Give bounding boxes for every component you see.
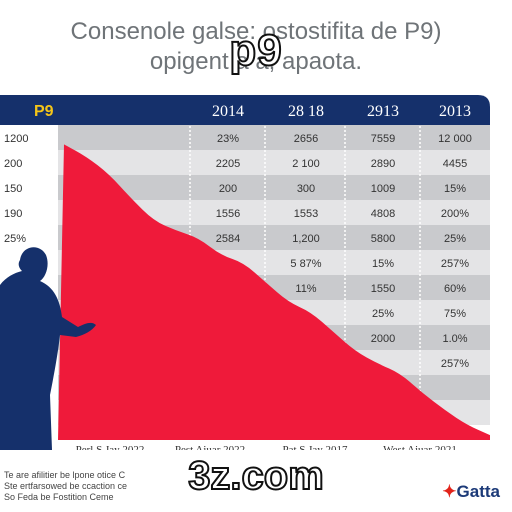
table-cell: 23% — [217, 133, 239, 145]
area-series-fill — [58, 144, 490, 440]
table-cell: 1556 — [216, 208, 240, 220]
grid-band — [58, 150, 490, 175]
y-tick-label: 200 — [4, 158, 22, 170]
chart-subtitle-line-2: opigent a a, apaota. — [149, 48, 363, 75]
brand-name: Gatta — [456, 482, 500, 501]
table-cell: 1.0% — [442, 333, 467, 345]
table-cell: 4808 — [371, 208, 395, 220]
table-cell: 1553 — [294, 208, 318, 220]
table-cell: 25% — [372, 308, 394, 320]
chart-area: P9 2014 28 18 2913 2013 23% 2656 7559 12 000 220… — [0, 95, 490, 450]
y-tick-label: 1200 — [4, 133, 28, 145]
column-header: 2014 — [212, 103, 244, 120]
header-bar-bg — [0, 95, 490, 125]
table-cell: 4455 — [443, 158, 467, 170]
y-tick-label: 25% — [4, 233, 26, 245]
table-cell: 2656 — [294, 133, 318, 145]
column-header: 2013 — [439, 103, 471, 120]
table-cell: 60% — [444, 283, 466, 295]
x-axis-label: Pest Ajuar 2022 — [175, 444, 245, 450]
brand-logo: ✦Gatta — [442, 482, 500, 502]
table-cell: 11% — [295, 283, 316, 295]
table-cell: 300 — [297, 183, 315, 195]
column-header-bar: P9 2014 28 18 2913 2013 — [0, 95, 490, 125]
footnote-line: So Feda be Fostition Ceme — [4, 492, 114, 502]
grid-band — [58, 125, 490, 150]
table-cell: 257% — [441, 258, 469, 270]
x-axis-label: Pat S Jay 2017 — [282, 444, 348, 450]
table-cell: 1,200 — [292, 233, 320, 245]
table-cell: 2890 — [371, 158, 395, 170]
footnote-line: Ste ertfarsowed be ccaction ce — [4, 481, 128, 491]
x-axis-label: Perl S Jay 2022 — [76, 444, 145, 450]
footnote: Te are afilitier be lpone otice C Ste er… — [4, 470, 154, 503]
table-cell: 25% — [444, 233, 466, 245]
table-cell: 200 — [219, 183, 237, 195]
presenter-silhouette — [0, 247, 96, 450]
table-cell: 2205 — [216, 158, 240, 170]
table-cell: 1550 — [371, 283, 395, 295]
column-header: 28 18 — [288, 103, 324, 120]
table-cell: 12 000 — [438, 133, 472, 145]
column-header: 2913 — [367, 103, 399, 120]
table-cell: 2 100 — [292, 158, 320, 170]
presenter-silhouette-icon — [0, 247, 96, 450]
table-cell: 7559 — [371, 133, 395, 145]
table-cell: 15% — [444, 183, 466, 195]
table-cell: 5800 — [371, 233, 395, 245]
table-cell: 200% — [441, 208, 469, 220]
brand-logo-icon: ✦ — [442, 482, 457, 501]
table-cell: 257% — [441, 358, 469, 370]
table-cell: 75% — [444, 308, 466, 320]
table-cell: 5 87% — [290, 258, 321, 270]
corner-label: P9 — [34, 103, 54, 120]
table-cell: 2000 — [371, 333, 395, 345]
chart-subtitle-line-1: Consenole galse: ostostifita de P9) — [70, 18, 442, 45]
table-cell: 15% — [372, 258, 394, 270]
overlay-title: p9 — [228, 25, 283, 76]
table-cell: 2584 — [216, 233, 240, 245]
footnote-line: Te are afilitier be lpone otice C — [4, 470, 126, 480]
x-axis-label: West Ajuar 2021 — [383, 444, 457, 450]
grid-band — [58, 175, 490, 200]
y-tick-label: 150 — [4, 183, 22, 195]
watermark: 3z.com — [187, 453, 325, 499]
table-cell: 1009 — [371, 183, 395, 195]
y-tick-label: 190 — [4, 208, 22, 220]
